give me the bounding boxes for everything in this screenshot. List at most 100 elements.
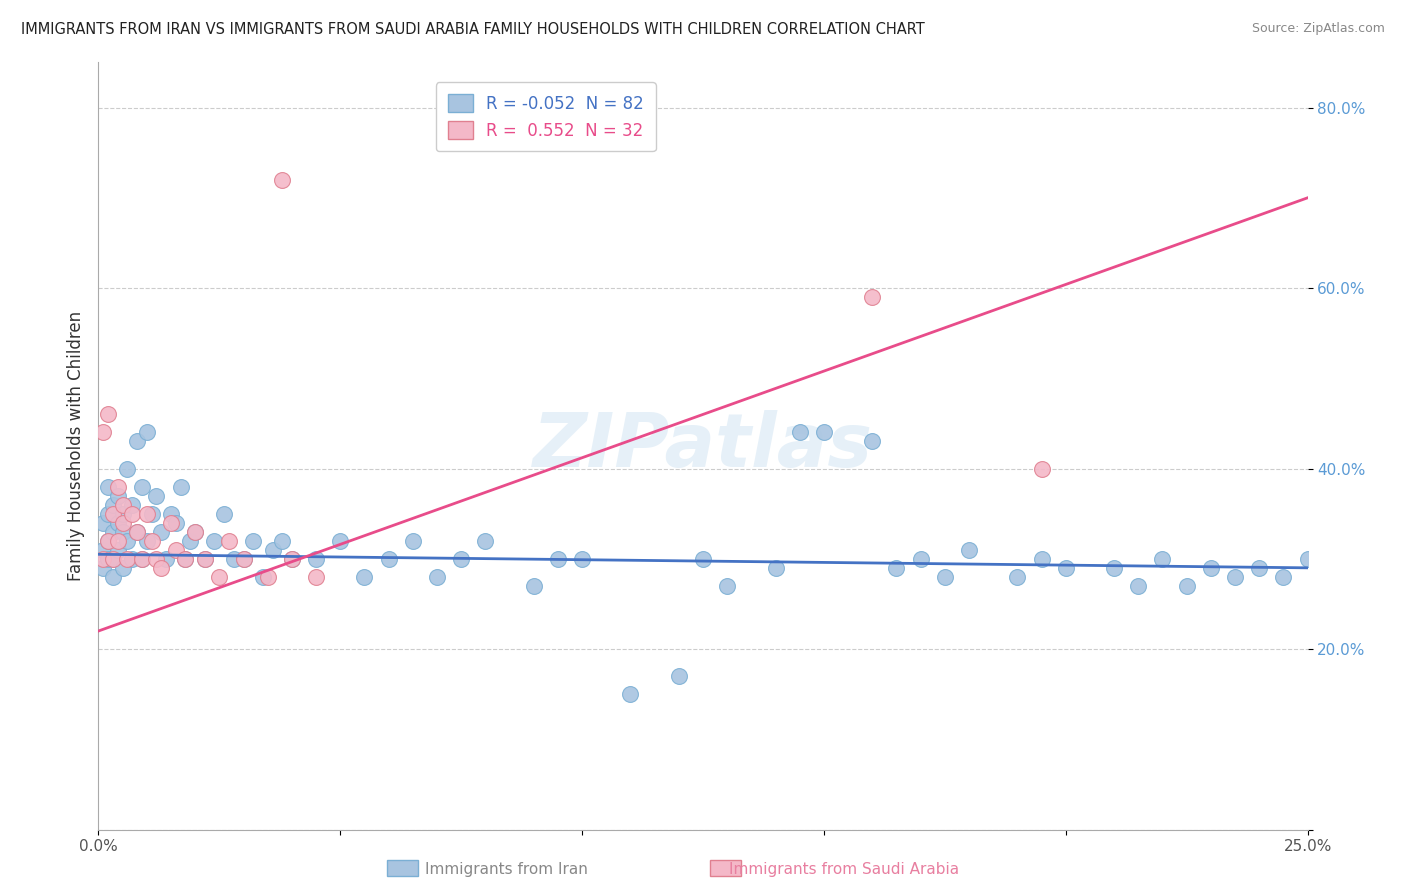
Point — [886, 561, 908, 575]
Point — [145, 551, 167, 566]
Point — [101, 570, 124, 584]
Point — [91, 551, 114, 566]
Point — [107, 533, 129, 548]
Point — [107, 489, 129, 503]
Point — [179, 533, 201, 548]
Point — [121, 498, 143, 512]
Point — [305, 570, 328, 584]
Point — [135, 507, 157, 521]
Point — [117, 551, 139, 566]
Point — [150, 524, 173, 539]
Point — [450, 551, 472, 566]
Point — [353, 570, 375, 584]
Point — [789, 425, 811, 440]
Point — [150, 561, 173, 575]
Point — [668, 669, 690, 683]
Point — [212, 507, 235, 521]
Point — [1007, 570, 1029, 584]
Point — [716, 579, 738, 593]
Point — [934, 570, 956, 584]
Point — [619, 687, 641, 701]
Point — [571, 551, 593, 566]
Text: Source: ZipAtlas.com: Source: ZipAtlas.com — [1251, 22, 1385, 36]
Point — [101, 498, 124, 512]
FancyBboxPatch shape — [710, 860, 741, 876]
Point — [256, 570, 278, 584]
Point — [160, 507, 183, 521]
Point — [141, 507, 163, 521]
Point — [1031, 461, 1053, 475]
Point — [111, 507, 134, 521]
Point — [127, 524, 149, 539]
Point — [1152, 551, 1174, 566]
Point — [1199, 561, 1222, 575]
Point — [232, 551, 254, 566]
Point — [474, 533, 496, 548]
Point — [242, 533, 264, 548]
Point — [692, 551, 714, 566]
Point — [252, 570, 274, 584]
Y-axis label: Family Households with Children: Family Households with Children — [66, 311, 84, 581]
Point — [1031, 551, 1053, 566]
Point — [127, 434, 149, 449]
Point — [107, 516, 129, 530]
Point — [131, 551, 153, 566]
Point — [184, 524, 207, 539]
Point — [1102, 561, 1125, 575]
Point — [111, 498, 134, 512]
Point — [174, 551, 197, 566]
Point — [97, 408, 120, 422]
Point — [271, 533, 294, 548]
Point — [131, 551, 153, 566]
Point — [194, 551, 217, 566]
Point — [97, 533, 120, 548]
Point — [523, 579, 546, 593]
Point — [97, 480, 120, 494]
Point — [165, 542, 187, 557]
Point — [101, 551, 124, 566]
Text: IMMIGRANTS FROM IRAN VS IMMIGRANTS FROM SAUDI ARABIA FAMILY HOUSEHOLDS WITH CHIL: IMMIGRANTS FROM IRAN VS IMMIGRANTS FROM … — [21, 22, 925, 37]
Point — [127, 524, 149, 539]
Point — [271, 173, 294, 187]
Point — [910, 551, 932, 566]
Point — [1175, 579, 1198, 593]
Point — [135, 425, 157, 440]
Point — [101, 524, 124, 539]
Point — [1296, 551, 1319, 566]
Point — [1054, 561, 1077, 575]
Point — [1249, 561, 1271, 575]
Point — [547, 551, 569, 566]
Point — [91, 425, 114, 440]
Point — [117, 533, 139, 548]
Point — [165, 516, 187, 530]
Point — [117, 461, 139, 475]
Point — [813, 425, 835, 440]
Point — [135, 533, 157, 548]
Point — [281, 551, 304, 566]
Point — [402, 533, 425, 548]
Point — [111, 516, 134, 530]
Point — [218, 533, 240, 548]
Point — [329, 533, 352, 548]
Point — [222, 551, 245, 566]
Point — [194, 551, 217, 566]
Point — [121, 551, 143, 566]
Point — [101, 507, 124, 521]
Legend: R = -0.052  N = 82, R =  0.552  N = 32: R = -0.052 N = 82, R = 0.552 N = 32 — [436, 82, 655, 152]
Point — [208, 570, 231, 584]
Point — [957, 542, 980, 557]
Point — [107, 542, 129, 557]
Point — [91, 542, 114, 557]
Text: Immigrants from Iran: Immigrants from Iran — [425, 863, 588, 877]
FancyBboxPatch shape — [387, 860, 418, 876]
Point — [91, 561, 114, 575]
Point — [111, 561, 134, 575]
Point — [97, 551, 120, 566]
Point — [169, 480, 191, 494]
Point — [155, 551, 177, 566]
Point — [765, 561, 787, 575]
Point — [262, 542, 284, 557]
Point — [232, 551, 254, 566]
Point — [145, 489, 167, 503]
Point — [184, 524, 207, 539]
